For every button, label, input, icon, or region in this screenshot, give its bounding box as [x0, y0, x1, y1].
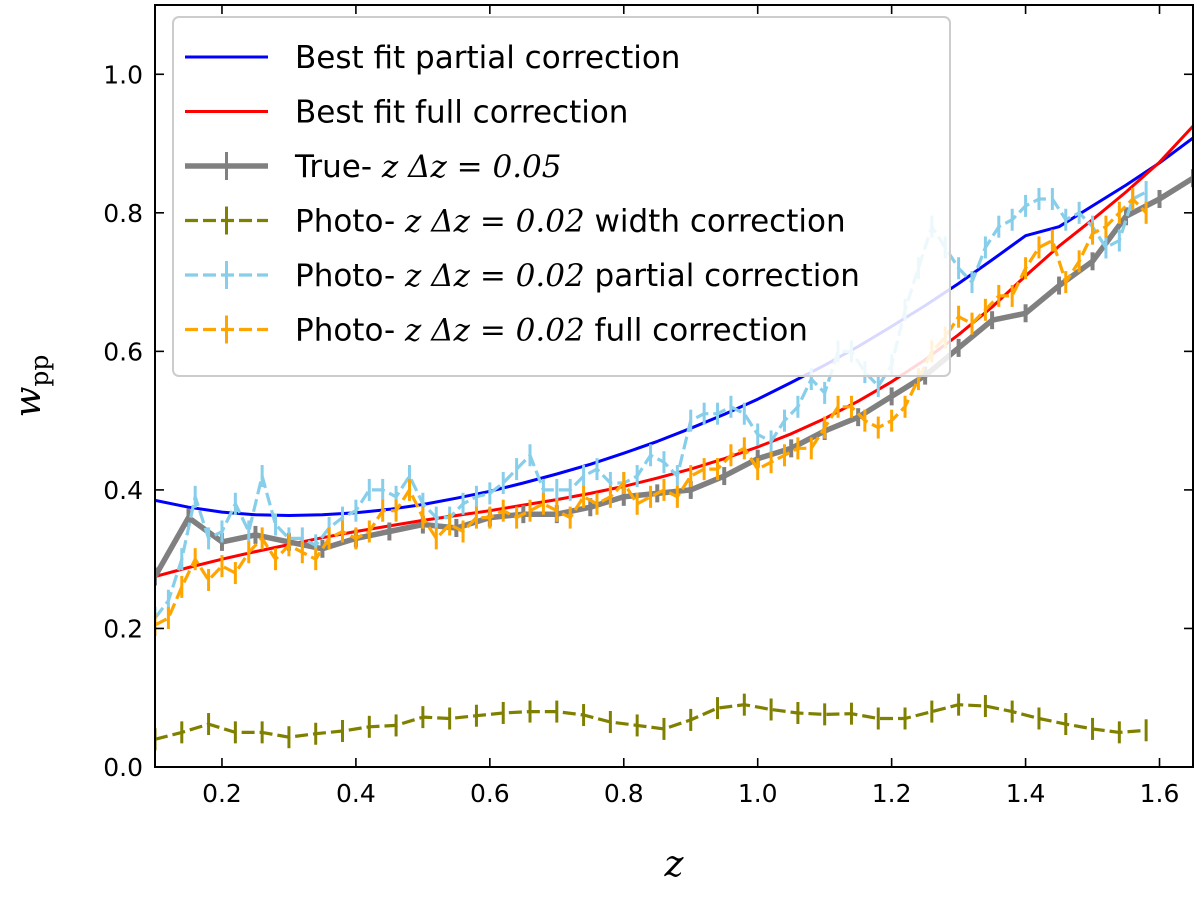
y-tick-label: 0.6: [103, 337, 143, 366]
legend-item-photo-z-z-0-02-partial-correction: Photo- z Δz = 0.02 partial correction: [185, 258, 860, 294]
legend-label-math: z Δz = 0.05: [372, 149, 561, 185]
legend-box: [172, 16, 951, 377]
series-photo-z-z-0-02-width-correction: [155, 693, 1148, 751]
legend-label: Best fit full correction: [295, 95, 628, 131]
legend-label: Best fit partial correction: [295, 40, 680, 76]
legend-label-math: z Δz = 0.02: [395, 258, 584, 294]
legend-item-photo-z-z-0-02-full-correction: Photo- z Δz = 0.02 full correction: [185, 313, 808, 349]
x-tick-label: 1.6: [1140, 779, 1180, 808]
legend-label-prefix: Photo-: [295, 204, 395, 240]
x-axis-label: z: [664, 844, 685, 885]
x-tick-label: 1.4: [1006, 779, 1046, 808]
legend-label-suffix: partial correction: [585, 258, 860, 294]
y-axis-label-sub: pp: [25, 355, 54, 387]
legend-label-math: z Δz = 0.02: [395, 204, 584, 240]
x-tick-label: 0.2: [202, 779, 242, 808]
legend-item-best-fit-partial-correction: Best fit partial correction: [185, 40, 680, 76]
y-tick-label: 1.0: [103, 60, 143, 89]
legend-label-prefix: True-: [294, 149, 372, 185]
x-tick-label: 1.0: [738, 779, 778, 808]
legend-label-math: z Δz = 0.02: [395, 313, 584, 349]
y-axis-label: wpp: [8, 355, 54, 418]
legend-item-photo-z-z-0-02-width-correction: Photo- z Δz = 0.02 width correction: [185, 204, 846, 240]
series-line-best-fit-partial-correction: [155, 136, 1193, 517]
legend-label: True- z Δz = 0.05: [294, 149, 562, 185]
y-tick-label: 0.2: [103, 614, 143, 643]
x-tick-label: 0.8: [604, 779, 644, 808]
legend-label: Photo- z Δz = 0.02 full correction: [295, 313, 808, 349]
legend-item-best-fit-full-correction: Best fit full correction: [185, 95, 628, 131]
y-tick-label: 0.0: [103, 753, 143, 782]
ticks-layer: 0.2 0.4 0.6 0.8 1.0 1.2 1.4 1.6 0.0 0.2 0.4 0.6 0.8 1…: [103, 5, 1193, 808]
legend-label-prefix: Photo-: [295, 313, 395, 349]
x-tick-label: 1.2: [872, 779, 912, 808]
legend-label: Photo- z Δz = 0.02 partial correction: [295, 258, 860, 294]
legend-label-prefix: Photo-: [295, 258, 395, 294]
y-tick-label: 0.8: [103, 199, 143, 228]
legend-label-suffix: full correction: [585, 313, 808, 349]
x-tick-label: 0.4: [336, 779, 376, 808]
x-tick-label: 0.6: [470, 779, 510, 808]
legend-label-prefix: Best fit full correction: [295, 95, 628, 131]
legend-label-suffix: width correction: [585, 204, 846, 240]
legend-label-prefix: Best fit partial correction: [295, 40, 680, 76]
series-photo-z-z-0-02-full-correction: [155, 187, 1148, 636]
series-best-fit-partial-correction: [155, 136, 1193, 517]
series-line-photo-z-z-0-02-width-correction: [155, 703, 1147, 741]
legend: Best fit partial correction Best fit full…: [172, 16, 951, 377]
legend-label: Photo- z Δz = 0.02 width correction: [295, 204, 846, 240]
plot-frame: [154, 4, 1194, 768]
legend-item-true-z-z-0-05: True- z Δz = 0.05: [185, 149, 562, 185]
y-tick-label: 0.4: [103, 476, 143, 505]
series-layer: [155, 125, 1193, 751]
y-axis-label-main: w: [8, 386, 49, 417]
series-line-photo-z-z-0-02-full-correction: [155, 197, 1148, 627]
